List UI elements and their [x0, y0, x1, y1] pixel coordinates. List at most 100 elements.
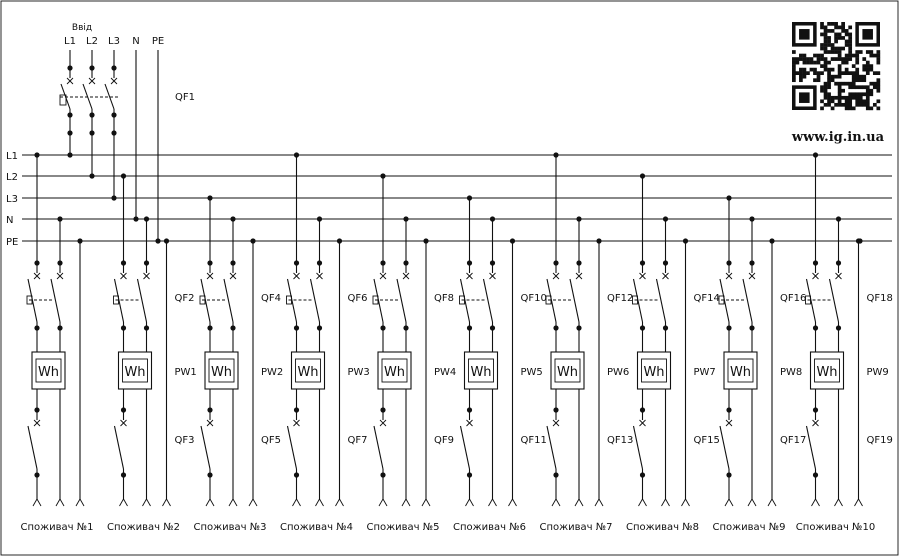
terminal-stroke	[123, 498, 128, 507]
breaker-blade	[546, 425, 557, 470]
qr-module	[792, 60, 796, 65]
consumer-group-10: Wh QF18 PW9 QF19 Споживач №10	[796, 152, 893, 533]
contact-cross-stroke	[725, 272, 733, 280]
output-terminal	[292, 498, 301, 507]
contact-cross-stroke	[748, 272, 756, 280]
breaker-blade	[373, 425, 384, 470]
contact-cross	[835, 272, 842, 280]
qr-module	[862, 99, 867, 104]
energy-meter	[117, 351, 153, 390]
qr-module	[858, 85, 863, 90]
qr-code	[792, 22, 881, 111]
meter-label: PW7	[694, 367, 716, 378]
top-breaker-neutral	[136, 260, 150, 331]
qr-module	[827, 36, 831, 40]
meter-label: PW9	[867, 367, 889, 378]
contact-cross-stroke	[33, 272, 41, 280]
terminal-stroke	[767, 498, 773, 507]
qr-module	[862, 57, 867, 61]
energy-meter-display	[814, 358, 840, 383]
terminal-stroke	[492, 498, 497, 507]
output-terminal	[574, 498, 584, 507]
qr-module	[837, 95, 842, 100]
qr-module	[872, 102, 877, 107]
qr-module	[823, 32, 828, 37]
top-breaker-phase	[27, 260, 41, 331]
qr-module	[837, 36, 842, 40]
bottom-breaker-label: QF17	[780, 435, 806, 446]
qr-module	[827, 43, 831, 47]
qr-module	[820, 85, 824, 90]
qr-module	[795, 71, 800, 75]
output-terminal	[248, 498, 258, 507]
energy-meter-display	[122, 358, 148, 383]
qr-module	[848, 43, 853, 47]
terminal-stroke	[228, 498, 234, 507]
bottom-breaker-label: QF9	[434, 435, 454, 446]
qr-module	[795, 57, 800, 61]
terminal-stroke	[465, 498, 470, 507]
terminal-stroke	[854, 498, 859, 507]
qr-module	[823, 81, 828, 86]
qr-module	[851, 81, 856, 86]
qr-module	[865, 99, 870, 104]
bottom-breaker-label: QF3	[175, 435, 195, 446]
qr-module	[816, 57, 821, 61]
qr-module	[841, 25, 845, 30]
meter-symbol: Wh	[124, 365, 145, 380]
contact-cross-stroke	[639, 419, 646, 427]
qr-module	[830, 95, 835, 100]
terminal-stroke	[339, 498, 344, 507]
terminal-stroke	[378, 498, 384, 507]
terminal-stroke	[296, 498, 301, 507]
qr-module	[823, 67, 828, 72]
qr-module	[848, 85, 853, 90]
contact-cross	[33, 272, 41, 280]
contact-cross-stroke	[110, 77, 118, 85]
qr-module	[862, 92, 867, 97]
meter-symbol: Wh	[38, 365, 59, 380]
top-breaker-phase	[632, 260, 646, 331]
pe-tap-dot	[857, 238, 863, 244]
qr-module	[806, 71, 810, 75]
qr-module	[851, 85, 856, 90]
qr-module	[830, 67, 835, 72]
qr-module	[830, 57, 835, 61]
qr-module	[802, 71, 807, 75]
bottom-breaker-label: QF15	[694, 435, 720, 446]
meter-symbol: Wh	[730, 365, 751, 380]
qr-module	[844, 43, 849, 47]
terminal-stroke	[209, 498, 215, 507]
terminal-stroke	[638, 498, 643, 507]
breaker-blade	[113, 425, 125, 470]
breaker-blade	[459, 278, 471, 323]
bottom-breaker	[459, 407, 473, 478]
breaker-blade	[82, 83, 93, 110]
consumer-name: Споживач №2	[107, 522, 180, 533]
qr-module	[855, 74, 860, 79]
breaker-blade	[569, 278, 580, 323]
terminal-stroke	[248, 498, 254, 507]
qr-module	[841, 60, 845, 65]
qr-module	[834, 50, 838, 54]
qr-module	[806, 57, 810, 61]
contact-cross-stroke	[206, 419, 214, 427]
qr-module	[876, 60, 881, 65]
breaker-blade	[309, 278, 321, 323]
qr-module	[837, 85, 842, 90]
contact-cross	[552, 272, 560, 280]
energy-meter-display	[554, 358, 581, 383]
qr-module	[827, 60, 831, 65]
qr-module	[799, 57, 803, 61]
qr-module	[834, 32, 838, 37]
breaker-blade	[60, 83, 71, 110]
qr-module	[865, 71, 870, 75]
website-label[interactable]: www.ig.in.ua	[791, 130, 885, 145]
terminal-stroke	[574, 498, 580, 507]
bottom-breaker-label: QF5	[261, 435, 281, 446]
terminal-stroke	[382, 498, 388, 507]
top-breaker-handle	[545, 295, 552, 305]
qr-module	[799, 78, 803, 83]
qr-module	[865, 67, 870, 72]
contact-cross-stroke	[143, 272, 150, 280]
